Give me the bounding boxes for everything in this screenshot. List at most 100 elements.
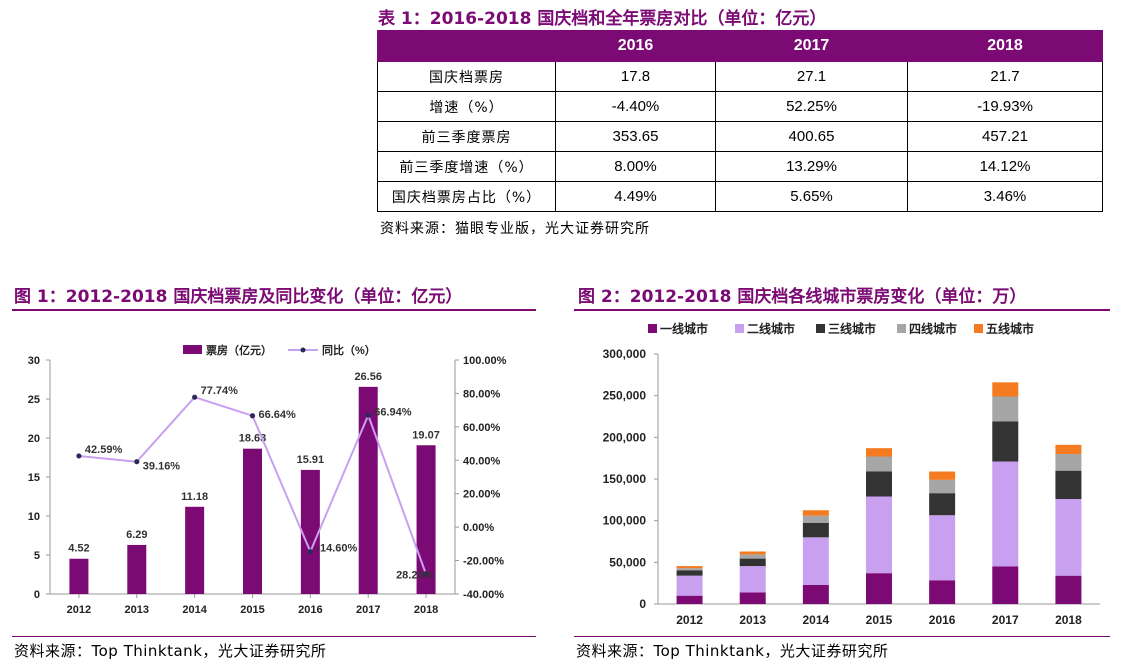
stack-segment-2 bbox=[992, 461, 1019, 567]
bar bbox=[358, 386, 378, 594]
table-row: 前三季度增速（%） 8.00% 13.29% 14.12% bbox=[377, 151, 1103, 182]
table-row: 增速（%） -4.40% 52.25% -19.93% bbox=[377, 91, 1103, 122]
stack-segment-4 bbox=[866, 456, 892, 472]
fig2-source: 资料来源：Top Thinktank，光大证券研究所 bbox=[576, 642, 889, 660]
bar-value-label: 15.91 bbox=[297, 454, 325, 466]
x-tick-label: 2012 bbox=[67, 604, 91, 616]
stack-segment-1 bbox=[1055, 575, 1082, 604]
y2-tick-label: 100.00% bbox=[463, 355, 507, 367]
table-cell: 17.8 bbox=[555, 61, 716, 92]
table-cell: -19.93% bbox=[907, 91, 1103, 122]
y2-tick-label: 60.00% bbox=[463, 422, 501, 434]
table-cell: 14.12% bbox=[907, 151, 1103, 182]
x-tick-label: 2013 bbox=[739, 613, 766, 627]
bar-value-label: 19.07 bbox=[412, 429, 440, 441]
x-tick-label: 2018 bbox=[1055, 613, 1082, 627]
table-cell: 8.00% bbox=[555, 151, 716, 182]
table-cell: 52.25% bbox=[715, 91, 908, 122]
y-tick-label: 0 bbox=[34, 589, 40, 601]
stack-segment-5 bbox=[676, 566, 703, 569]
y-tick-label: 20 bbox=[28, 433, 40, 445]
bar-value-label: 11.18 bbox=[181, 491, 208, 503]
bar-value-label: 6.29 bbox=[126, 529, 147, 541]
stack-segment-2 bbox=[802, 537, 829, 585]
y2-tick-label: 20.00% bbox=[463, 489, 501, 501]
yoy-value-label: 66.64% bbox=[259, 409, 297, 421]
fig2-chart: 0 50,000 100,000 150,000 200,000 250,000 300,0… bbox=[603, 321, 1100, 627]
table-cell: 400.65 bbox=[715, 121, 908, 152]
stack-segment-2 bbox=[929, 515, 956, 581]
legend-label: 二线城市 bbox=[747, 321, 795, 336]
yoy-value-label: 28.20% bbox=[396, 569, 434, 581]
table-cell: 4.49% bbox=[555, 181, 716, 212]
table-row: 国庆档票房占比（%） 4.49% 5.65% 3.46% bbox=[377, 181, 1103, 212]
y-tick-label: 25 bbox=[28, 394, 40, 406]
stack-segment-2 bbox=[1055, 499, 1082, 576]
y-tick-label: 200,000 bbox=[603, 430, 647, 444]
yoy-point bbox=[423, 571, 429, 577]
row-label: 前三季度票房 bbox=[377, 121, 556, 152]
stack-segment-5 bbox=[866, 448, 892, 457]
bar-value-label: 4.52 bbox=[68, 543, 89, 555]
table-row: 国庆档票房 17.8 27.1 21.7 bbox=[377, 61, 1103, 92]
stack-segment-5 bbox=[802, 510, 829, 516]
stack-segment-5 bbox=[1055, 444, 1082, 454]
y-tick-label: 50,000 bbox=[609, 555, 646, 569]
stack-segment-5 bbox=[992, 382, 1019, 397]
bar bbox=[243, 448, 262, 594]
legend-swatch bbox=[816, 324, 825, 333]
legend-label: 一线城市 bbox=[660, 321, 708, 336]
table-cell: 353.65 bbox=[555, 121, 716, 152]
table-source: 资料来源：猫眼专业版，光大证券研究所 bbox=[380, 221, 650, 237]
bar-value-label: 18.63 bbox=[239, 433, 267, 445]
stack-segment-1 bbox=[739, 592, 766, 604]
fig1-top-rule bbox=[12, 309, 536, 311]
stack-segment-5 bbox=[739, 551, 766, 555]
yoy-point bbox=[365, 412, 371, 418]
y2-tick-label: -40.00% bbox=[463, 589, 504, 601]
row-label: 国庆档票房占比（%） bbox=[377, 181, 556, 212]
y-tick-label: 150,000 bbox=[603, 472, 647, 486]
table-header-cell: 2017 bbox=[715, 30, 908, 62]
yoy-point bbox=[76, 453, 82, 459]
stack-segment-4 bbox=[929, 479, 956, 494]
fig2-bottom-rule bbox=[574, 636, 1110, 637]
stack-segment-4 bbox=[739, 554, 766, 559]
comparison-table: 2016 2017 2018 国庆档票房 17.8 27.1 21.7 增速（%… bbox=[377, 30, 1103, 212]
x-tick-label: 2014 bbox=[803, 613, 830, 627]
bar bbox=[416, 445, 436, 594]
y2-tick-label: 80.00% bbox=[463, 388, 501, 400]
row-label: 增速（%） bbox=[377, 91, 556, 122]
legend-swatch bbox=[735, 324, 744, 333]
legend-label: 同比（%） bbox=[322, 343, 376, 357]
x-tick-label: 2014 bbox=[182, 604, 207, 616]
fig1-bottom-rule bbox=[12, 636, 536, 637]
stack-segment-3 bbox=[739, 558, 766, 567]
table-header-row: 2016 2017 2018 bbox=[377, 30, 1103, 62]
yoy-value-label: 42.59% bbox=[85, 444, 123, 456]
x-tick-label: 2016 bbox=[929, 613, 956, 627]
y-tick-label: 250,000 bbox=[603, 389, 647, 403]
y-tick-label: 5 bbox=[34, 550, 40, 562]
bar-value-label: 26.56 bbox=[354, 371, 382, 383]
stack-segment-2 bbox=[866, 496, 892, 574]
legend-label: 五线城市 bbox=[986, 321, 1034, 336]
legend-label: 票房（亿元） bbox=[206, 343, 272, 357]
yoy-point bbox=[249, 413, 256, 419]
fig1-chart: 0 5 10 15 20 25 30 -40.00% -20.00% 0.00% 20.00% 40.… bbox=[28, 343, 507, 616]
stack-segment-1 bbox=[802, 584, 829, 604]
stack-segment-4 bbox=[676, 568, 703, 571]
stack-segment-3 bbox=[992, 421, 1019, 462]
stack-segment-3 bbox=[929, 493, 956, 516]
bar bbox=[127, 544, 147, 594]
x-tick-label: 2018 bbox=[414, 604, 438, 616]
yoy-value-label: -14.60% bbox=[316, 543, 357, 555]
yoy-value-label: 77.74% bbox=[201, 385, 239, 397]
stack-segment-3 bbox=[1055, 470, 1082, 499]
x-tick-label: 2017 bbox=[356, 604, 380, 616]
table-cell: 457.21 bbox=[907, 121, 1103, 152]
legend-swatch bbox=[897, 324, 906, 333]
row-label: 前三季度增速（%） bbox=[377, 151, 556, 182]
yoy-point bbox=[134, 459, 140, 465]
y-tick-label: 30 bbox=[28, 355, 40, 367]
